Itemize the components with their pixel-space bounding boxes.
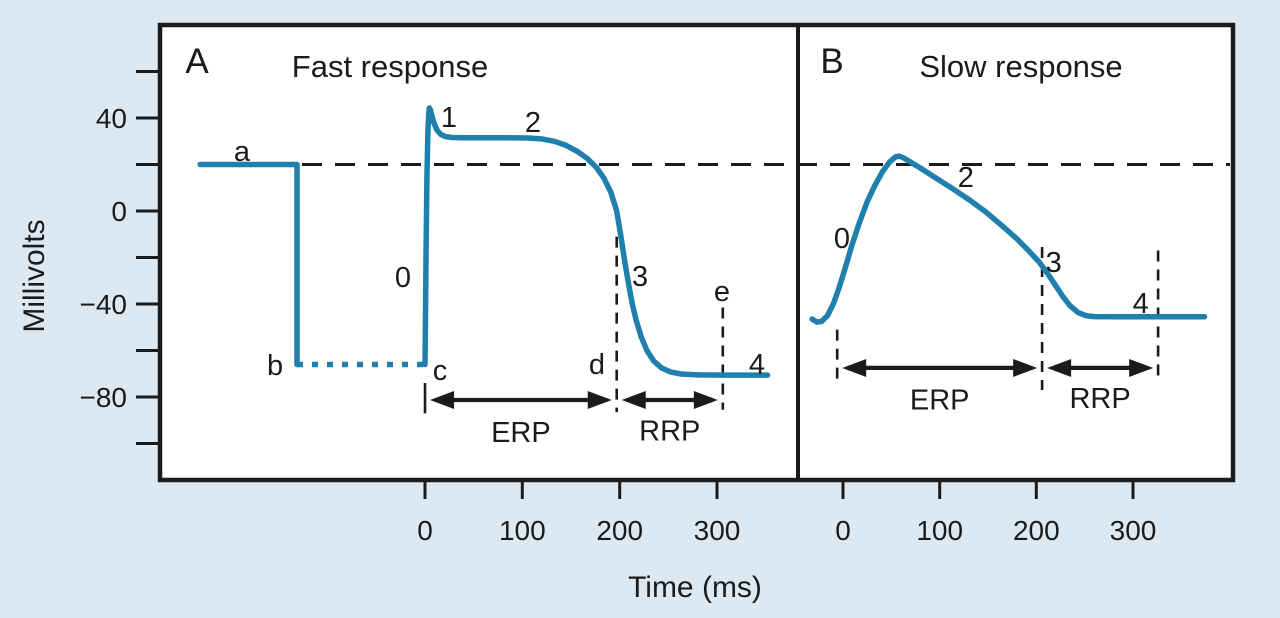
y-axis-tick-label: 40 (96, 103, 127, 134)
annotation-label-a: a (234, 136, 251, 168)
x-axis-tick-label: 100 (499, 515, 546, 546)
interval-label-erp: ERP (491, 417, 551, 449)
annotation-label-e: e (714, 276, 730, 308)
panel-title-b: Slow response (919, 49, 1122, 84)
arrowhead-right (587, 391, 612, 410)
annotation-label-d: d (589, 349, 605, 381)
annotation-label-4: 4 (1133, 288, 1149, 320)
x-axis-tick-label: 0 (417, 515, 433, 546)
arrowhead-left (621, 391, 646, 410)
annotation-label-c: c (433, 355, 448, 387)
annotation-label-3: 3 (1046, 247, 1062, 279)
arrowhead-right (693, 391, 718, 410)
annotation-label-0: 0 (395, 262, 411, 294)
curve-a-resting-trace-a-b (197, 161, 300, 368)
panel-letter-b: B (820, 42, 843, 81)
arrowhead-left (1047, 358, 1072, 377)
arrowhead-right (1013, 358, 1038, 377)
x-axis-tick-label: 200 (1013, 515, 1060, 546)
arrowhead-left (842, 358, 867, 377)
annotation-label-2: 2 (958, 162, 974, 194)
curve-b-action-potential (809, 153, 1208, 325)
arrowhead-right (1129, 358, 1154, 377)
x-axis-tick-label: 0 (835, 515, 851, 546)
x-axis-tick-label: 300 (694, 515, 741, 546)
y-axis-tick-label: 0 (111, 196, 127, 227)
annotation-label-b: b (267, 350, 283, 382)
panel-letter-a: A (185, 42, 209, 81)
annotation-label-0: 0 (834, 223, 850, 255)
panel-title-a: Fast response (292, 49, 488, 84)
x-axis-title: Time (ms) (628, 571, 762, 604)
interval-label-erp: ERP (910, 384, 970, 416)
annotation-label-2: 2 (525, 107, 541, 139)
interval-label-rrp: RRP (639, 416, 700, 448)
x-axis-tick-label: 300 (1110, 515, 1157, 546)
interval-label-rrp: RRP (1069, 383, 1130, 415)
x-axis-tick-label: 100 (916, 515, 963, 546)
y-axis-tick-label: −40 (80, 289, 128, 320)
y-axis-title: Millivolts (18, 219, 51, 332)
annotation-label-4: 4 (749, 349, 765, 381)
annotation-label-3: 3 (632, 261, 648, 293)
arrowhead-left (430, 391, 454, 410)
curve-a-action-potential (422, 105, 771, 378)
annotation-label-1: 1 (441, 102, 457, 134)
x-axis-tick-label: 200 (596, 515, 643, 546)
y-axis-tick-label: −80 (80, 382, 128, 413)
